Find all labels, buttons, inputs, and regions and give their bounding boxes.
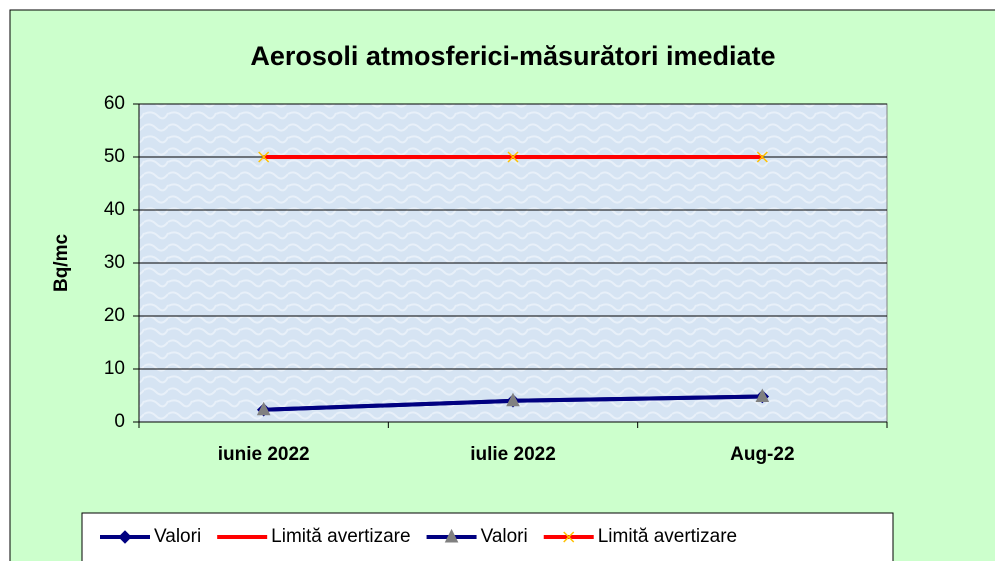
legend-label: Limită avertizare [598,526,737,547]
legend-label: Valori [154,526,201,547]
y-tick-label: 0 [114,411,125,432]
x-tick-label: iulie 2022 [470,444,556,465]
marker [507,151,519,163]
y-tick-label: 40 [104,199,125,220]
legend-marker [563,531,575,543]
y-tick-label: 30 [104,252,125,273]
marker [506,392,520,407]
y-tick-label: 20 [104,305,125,326]
marker [256,401,271,416]
marker [755,388,770,403]
y-tick-label: 60 [104,93,125,114]
marker [258,151,270,163]
legend-label: Valori [481,526,528,547]
legend-marker [444,528,459,543]
marker [756,151,768,163]
chart-title: Aerosoli atmosferici-măsurători imediate [250,41,775,71]
x-tick-label: Aug-22 [730,444,794,465]
y-axis-label: Bq/mc [51,234,72,293]
x-tick-label: iunie 2022 [218,444,310,465]
legend-label: Limită avertizare [271,526,410,547]
legend [81,512,894,561]
y-tick-label: 50 [104,146,125,167]
legend-marker [118,530,132,544]
y-tick-label: 10 [104,358,125,379]
